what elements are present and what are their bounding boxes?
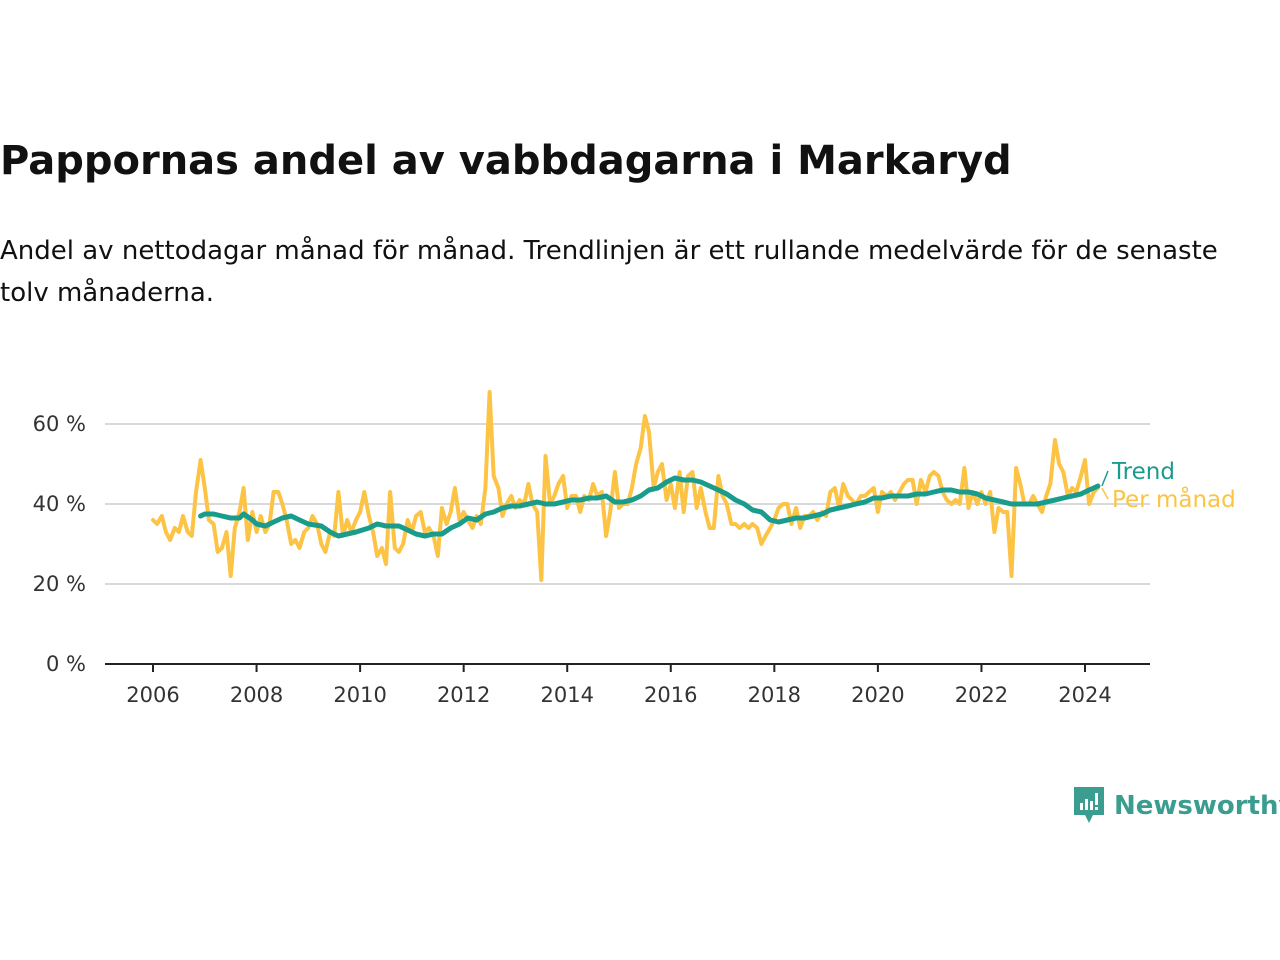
legend-label-trend: Trend xyxy=(1111,459,1175,485)
x-tick-label: 2018 xyxy=(748,683,801,707)
x-tick-label: 2024 xyxy=(1058,683,1111,707)
monthly-series-line xyxy=(151,390,1100,582)
legend-leader xyxy=(1101,470,1109,487)
chart-subtitle: Andel av nettodagar månad för månad. Tre… xyxy=(0,236,1218,308)
legend-label-per-manad: Per månad xyxy=(1112,485,1236,513)
x-axis: 2006 2008 2010 2012 2014 2016 2018 2020 2022 2024 xyxy=(105,663,1150,707)
brand-name: Newsworthy xyxy=(1114,791,1280,821)
y-axis-tick-labels: 0 % 20 % 40 % 60 % xyxy=(33,412,86,676)
y-tick-label: 0 % xyxy=(46,652,86,676)
y-tick-label: 60 % xyxy=(33,412,86,436)
x-tick-label: 2022 xyxy=(955,683,1008,707)
series-lines xyxy=(151,390,1101,582)
x-tick-label: 2016 xyxy=(644,683,697,707)
chart-title: Pappornas andel av vabbdagarna i Markary… xyxy=(0,138,1012,184)
y-tick-label: 40 % xyxy=(33,492,86,516)
x-tick-label: 2006 xyxy=(126,683,179,707)
x-tick-label: 2014 xyxy=(540,683,593,707)
x-tick-label: 2010 xyxy=(333,683,386,707)
x-tick-label: 2012 xyxy=(437,683,490,707)
brand-logo: Newsworthy xyxy=(1072,784,1280,828)
y-tick-label: 20 % xyxy=(33,572,86,596)
x-tick-label: 2020 xyxy=(851,683,904,707)
newsworthy-logo-icon xyxy=(1074,787,1104,823)
legend-leader xyxy=(1101,487,1109,500)
x-tick-label: 2008 xyxy=(230,683,283,707)
trend-series-line xyxy=(198,475,1101,539)
